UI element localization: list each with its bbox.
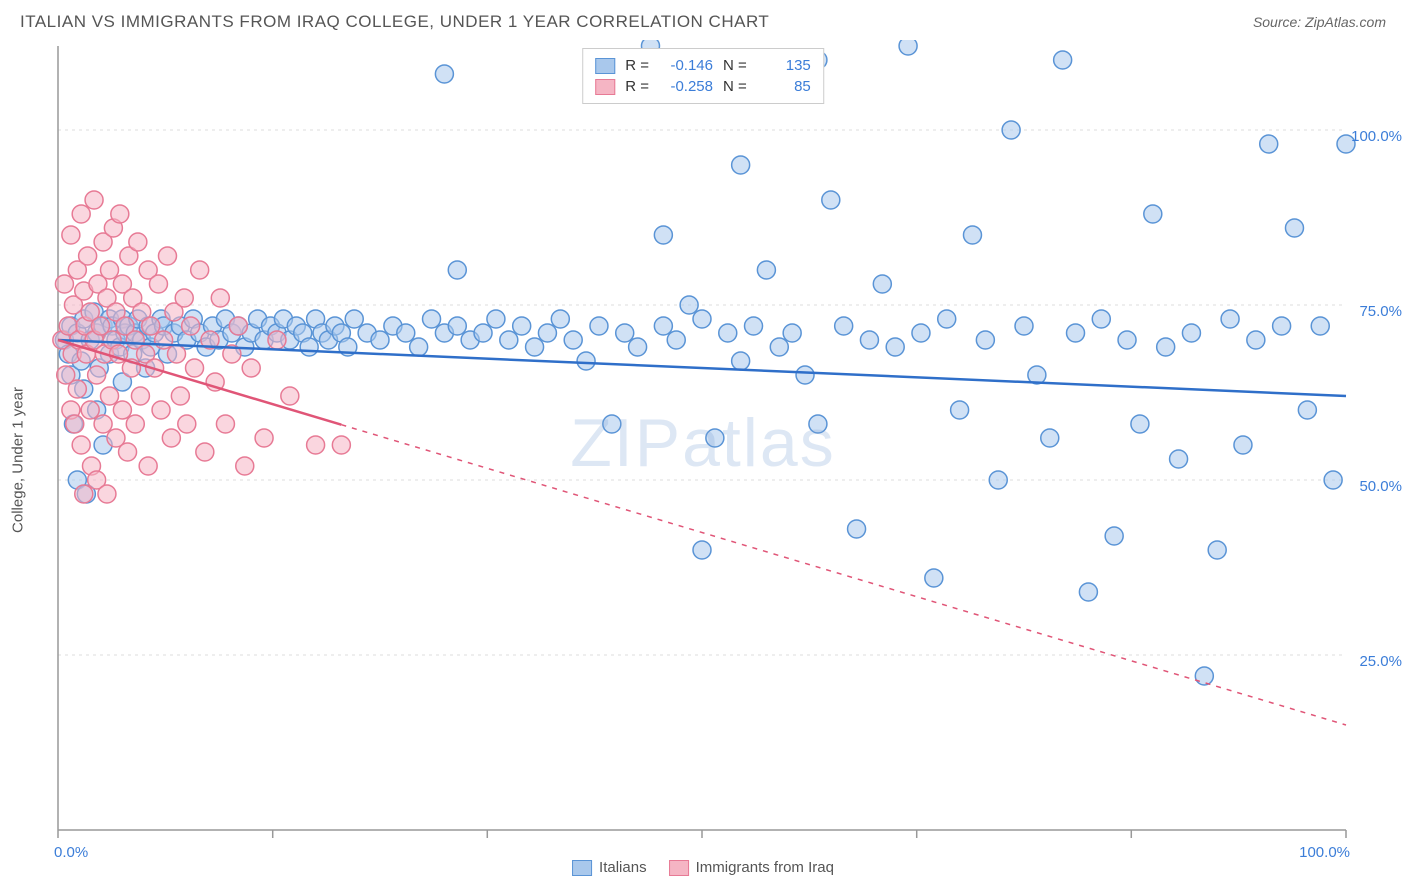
legend-row-italians: R = -0.146 N = 135 (595, 55, 811, 76)
y-axis-tick-label: 100.0% (1351, 128, 1402, 145)
legend-label-iraq: Immigrants from Iraq (696, 859, 834, 876)
n-value-italians: 135 (757, 57, 811, 74)
chart-source: Source: ZipAtlas.com (1253, 14, 1386, 30)
swatch-iraq (595, 79, 615, 95)
source-label: Source: (1253, 14, 1301, 30)
legend-series: Italians Immigrants from Iraq (572, 859, 834, 876)
legend-correlation-box: R = -0.146 N = 135 R = -0.258 N = 85 (582, 48, 824, 104)
chart-area: College, Under 1 year ZIPatlas R = -0.14… (0, 40, 1406, 880)
legend-row-iraq: R = -0.258 N = 85 (595, 76, 811, 97)
swatch-iraq (669, 860, 689, 876)
y-axis-tick-label: 75.0% (1359, 303, 1402, 320)
chart-title: ITALIAN VS IMMIGRANTS FROM IRAQ COLLEGE,… (20, 12, 769, 32)
scatter-plot-svg (0, 40, 1406, 880)
source-value: ZipAtlas.com (1305, 14, 1386, 30)
swatch-italians (595, 58, 615, 74)
r-label: R = (625, 57, 649, 74)
x-axis-min-label: 0.0% (54, 844, 88, 861)
r-value-iraq: -0.258 (659, 78, 713, 95)
n-label: N = (723, 57, 747, 74)
swatch-italians (572, 860, 592, 876)
r-label: R = (625, 78, 649, 95)
legend-label-italians: Italians (599, 859, 647, 876)
legend-item-italians: Italians (572, 859, 647, 876)
x-axis-max-label: 100.0% (1299, 844, 1350, 861)
n-label: N = (723, 78, 747, 95)
y-axis-tick-label: 50.0% (1359, 478, 1402, 495)
chart-header: ITALIAN VS IMMIGRANTS FROM IRAQ COLLEGE,… (0, 0, 1406, 40)
y-axis-tick-label: 25.0% (1359, 653, 1402, 670)
n-value-iraq: 85 (757, 78, 811, 95)
legend-item-iraq: Immigrants from Iraq (669, 859, 834, 876)
r-value-italians: -0.146 (659, 57, 713, 74)
